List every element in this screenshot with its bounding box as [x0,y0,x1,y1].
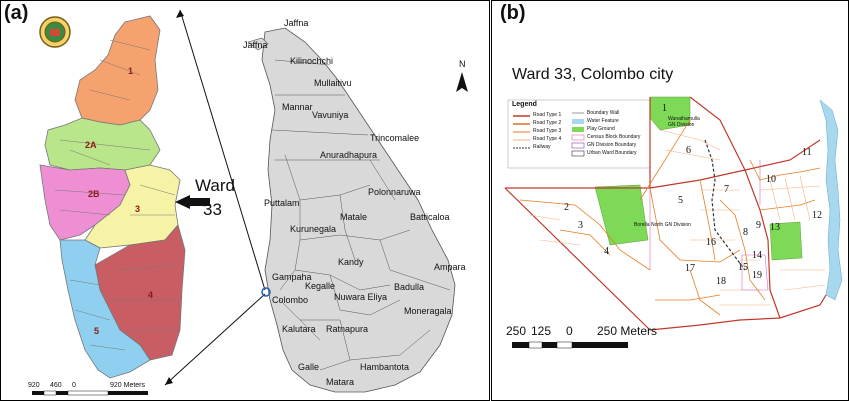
north-arrow-icon [456,72,468,92]
scale-a-920: 920 [28,382,40,389]
block-10: 10 [766,174,776,185]
place-ratnapura: Ratnapura [326,324,369,334]
colombo-emblem [39,16,71,48]
connector-line-bottom [164,293,266,386]
legend-road-type-2: Road Type 2 [533,120,562,126]
block-14: 14 [752,250,762,261]
block-2: 2 [564,202,569,213]
legend-road-type-3: Road Type 3 [533,128,562,134]
place-puttalam: Puttalam [264,198,300,208]
place-kilinochchi: Kilinochchi [290,56,334,66]
place-matale: Matale [340,212,368,222]
place-mannar: Mannar [282,102,313,112]
ward-33-map [504,96,843,331]
place-kalutara: Kalutara [282,324,316,334]
place-batticaloa: Batticaloa [410,212,450,222]
panel-b-title: Ward 33, Colombo city [512,66,674,83]
scale-a-meters: 920 Meters [110,382,146,389]
play-ground-3 [769,221,803,261]
place-trincomalee: Trincomalee [370,133,420,143]
panel-b-label: (b) [500,2,526,24]
place-kurunegala: Kurunegala [290,224,337,234]
zone-label-4: 4 [148,290,153,300]
scale-bar-a [32,390,148,396]
block-5: 5 [678,195,683,206]
scale-a-460: 460 [50,382,62,389]
place-ampara: Ampara [434,262,466,272]
block-6: 6 [686,145,691,156]
legend-play-ground: Play Ground [587,126,615,132]
play-ground-1 [594,184,649,246]
label-borella-north: Borella North GN Division [634,222,691,228]
legend-gn-division: GN Division Boundary [587,142,637,148]
legend-urban-ward: Urban Ward Boundary [587,150,637,156]
block-3: 3 [578,220,583,231]
colombo-zone-map [39,15,186,379]
sri-lanka-map [247,27,456,393]
legend-road-type-1: Road Type 1 [533,112,562,118]
zone-label-2a: 2A [85,140,97,150]
block-1: 1 [662,103,667,114]
block-18: 18 [716,276,726,287]
block-13: 13 [770,222,780,233]
place-gampaha: Gampaha [272,272,312,282]
block-17: 17 [685,263,695,274]
sri-lanka-island [261,27,456,393]
scale-b-meters: 250 Meters [597,324,658,338]
legend-title: Legend [512,101,537,108]
scale-a-0: 0 [72,382,76,389]
place-colombo: Colombo [272,295,309,305]
place-kandy: Kandy [338,257,364,267]
legend-census-block: Census Block Boundary [587,134,641,140]
place-badulla: Badulla [394,282,425,292]
ward-arrow [175,195,210,209]
place-mullaitivu: Mullaitivu [314,78,352,88]
block-7: 7 [724,184,729,195]
place-vavuniya: Vavuniya [312,110,349,120]
place-polonnaruwa: Polonnaruwa [368,187,421,197]
scale-b-250: 250 [506,324,527,338]
block-4: 4 [604,246,609,257]
north-label: N [459,59,466,69]
zone-label-5: 5 [94,326,99,336]
ward-label: Ward [195,176,235,195]
connector-line-top [179,9,266,291]
legend-water-feature: Water Feature [587,118,619,124]
block-11: 11 [802,147,812,158]
block-12: 12 [812,210,822,221]
place-jaffna-2: Jaffna [243,40,268,50]
legend-road-type-4: Road Type 4 [533,136,562,142]
water-feature [819,99,843,301]
zone-label-1: 1 [128,66,133,76]
block-8: 8 [743,227,748,238]
place-nuwara-eliya: Nuwara Eliya [334,292,388,302]
zone-label-2b: 2B [88,189,100,199]
place-moneragala: Moneragala [404,306,452,316]
railway-line [704,139,746,271]
block-9: 9 [756,220,761,231]
block-15: 15 [738,262,748,273]
place-anuradhapura: Anuradhapura [320,150,378,160]
zone-label-3: 3 [135,204,140,214]
colombo-marker [261,287,271,297]
scale-b-0: 0 [566,324,573,338]
panel-a-label: (a) [4,2,29,24]
ward-number: 33 [203,200,222,219]
scale-bar-b [512,341,628,349]
label-wanathamulla: Wanathamulla GN Division [668,116,700,128]
zone-5-area [59,239,151,379]
scale-b-125: 125 [531,324,552,338]
place-matara: Matara [326,377,355,387]
place-kegalle: Kegalle [305,281,336,291]
place-galle: Galle [298,362,320,372]
legend-boundary-wall: Boundary Wall [587,110,620,116]
block-19: 19 [752,270,762,281]
place-hambantota: Hambantota [360,362,410,372]
block-16: 16 [706,237,716,248]
place-jaffna-1: Jaffna [284,18,309,28]
legend-railway: Railway [533,144,551,150]
